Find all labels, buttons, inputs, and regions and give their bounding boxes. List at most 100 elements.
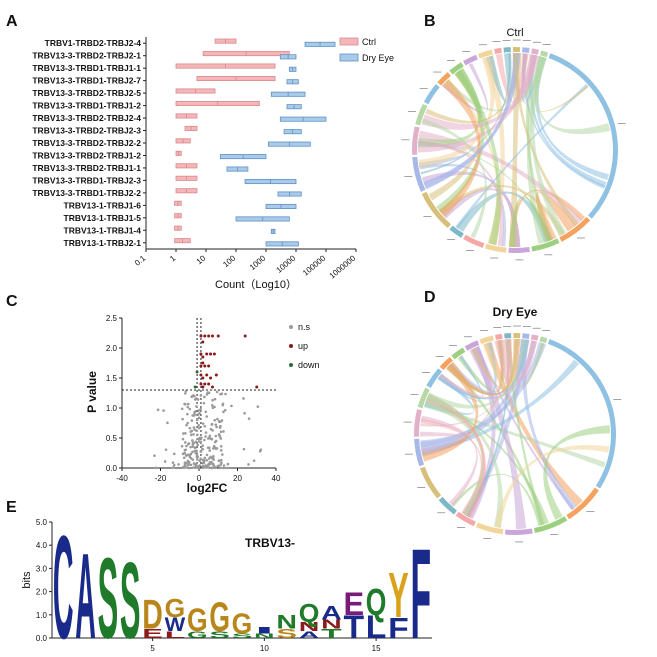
ns-point — [181, 417, 184, 421]
legend-label: down — [298, 360, 320, 370]
up-point — [209, 352, 213, 356]
panel-letter-d: D — [424, 289, 436, 306]
chord-sector-arc — [412, 156, 426, 192]
ns-point — [184, 454, 188, 457]
ns-point — [193, 446, 197, 450]
ns-point — [210, 423, 214, 426]
logo-letter: T — [343, 609, 364, 645]
ns-point — [180, 444, 184, 448]
chord-sector-arc — [438, 496, 457, 515]
ns-point — [205, 453, 209, 457]
logo-letter: N — [299, 620, 320, 634]
y-tick-label: 0.5 — [106, 434, 118, 443]
ns-point — [204, 435, 207, 438]
chord-sector-arc — [539, 50, 549, 58]
logo-letter: S — [98, 533, 119, 657]
ns-point — [194, 440, 198, 444]
up-point — [201, 376, 205, 380]
chord-sector-arc — [420, 466, 442, 499]
panel-c-volcano-plot: 0.0 0.5 1.0 1.5 2.0 2.5 -40 -20 0 20 40 log2FC P val… — [85, 314, 320, 495]
ns-point — [209, 455, 212, 459]
ns-point — [214, 439, 218, 443]
chord-ribbon — [425, 53, 519, 124]
ns-point — [198, 459, 202, 463]
ns-point — [199, 394, 203, 397]
category-label: TRBV13-1-TRBJ1-4 — [64, 225, 142, 235]
panel-letter-a: A — [6, 13, 18, 30]
ns-point — [189, 445, 192, 449]
ns-point — [256, 405, 260, 408]
category-label: TRBV13-3-TRBD2-TRBJ2-1 — [32, 51, 141, 61]
logo-letter: G — [209, 593, 230, 640]
ns-point — [192, 466, 196, 469]
ns-point — [186, 405, 190, 409]
ns-point — [197, 409, 200, 412]
down-point — [193, 385, 197, 389]
ns-point — [219, 449, 223, 452]
legend-label: up — [298, 341, 308, 351]
chord-sector-arc — [559, 217, 591, 242]
ns-point — [186, 402, 190, 406]
category-label: TRBV13-3-TRBD1-TRBJ2-7 — [32, 76, 141, 86]
ns-point — [213, 418, 217, 422]
ns-point — [198, 411, 201, 415]
y-tick-label: 1.0 — [106, 404, 118, 413]
ns-point — [193, 411, 196, 414]
ns-point — [201, 444, 204, 447]
chord-sector-arc — [417, 387, 430, 409]
ns-point — [242, 397, 245, 400]
ns-point — [216, 464, 219, 468]
chord-ribbon — [534, 56, 609, 181]
chord-sector-arc — [449, 62, 464, 75]
legend-marker — [289, 344, 293, 348]
ns-point — [186, 412, 189, 416]
panel-letter-c: C — [6, 293, 18, 310]
x-tick-label: 1000000 — [328, 253, 358, 280]
category-label: TRBV13-3-TRBD2-TRBJ1-2 — [32, 150, 141, 160]
chord-ribbon — [455, 83, 589, 229]
legend-label: Ctrl — [362, 37, 376, 47]
ns-point — [201, 447, 205, 451]
y-axis-label: bits — [21, 571, 33, 589]
chord-ribbon — [509, 196, 552, 247]
ns-point — [191, 445, 195, 448]
logo-letter: Y — [388, 560, 409, 632]
ns-point — [252, 459, 256, 462]
ns-point — [202, 401, 206, 405]
ns-point — [183, 448, 187, 452]
ns-point — [189, 433, 193, 437]
y-tick-label: 2.5 — [106, 314, 118, 323]
x-tick-label: 0.1 — [133, 253, 148, 267]
ns-point — [163, 460, 167, 463]
up-point — [214, 373, 218, 377]
chord-ribbon — [424, 400, 484, 516]
up-point — [243, 334, 247, 338]
ns-point — [205, 466, 209, 469]
ns-point — [196, 398, 200, 401]
ns-point — [211, 462, 215, 466]
chord-ribbon — [426, 393, 503, 528]
x-tick-label: 40 — [272, 474, 281, 483]
ns-point — [199, 457, 202, 461]
chord-ribbon — [507, 339, 545, 388]
ns-point — [184, 389, 188, 393]
y-tick-label: 1.5 — [106, 374, 118, 383]
category-label: TRBV13-3-TRBD2-TRBJ2-5 — [32, 88, 141, 98]
ns-point — [153, 454, 156, 457]
up-point — [199, 382, 203, 386]
down-point — [195, 370, 199, 374]
ns-point — [221, 453, 224, 456]
logo-letter: S — [120, 539, 141, 657]
legend-marker — [289, 325, 293, 329]
ns-point — [220, 419, 224, 422]
chord-sector-arc — [513, 333, 521, 339]
up-point — [199, 352, 203, 356]
logo-letter: Q — [366, 581, 387, 624]
logo-letter: Q — [299, 598, 320, 627]
ns-point — [192, 441, 196, 445]
legend-label: n.s — [298, 322, 311, 332]
ns-point — [215, 447, 219, 450]
ns-point — [182, 465, 186, 469]
ns-point — [214, 466, 217, 470]
